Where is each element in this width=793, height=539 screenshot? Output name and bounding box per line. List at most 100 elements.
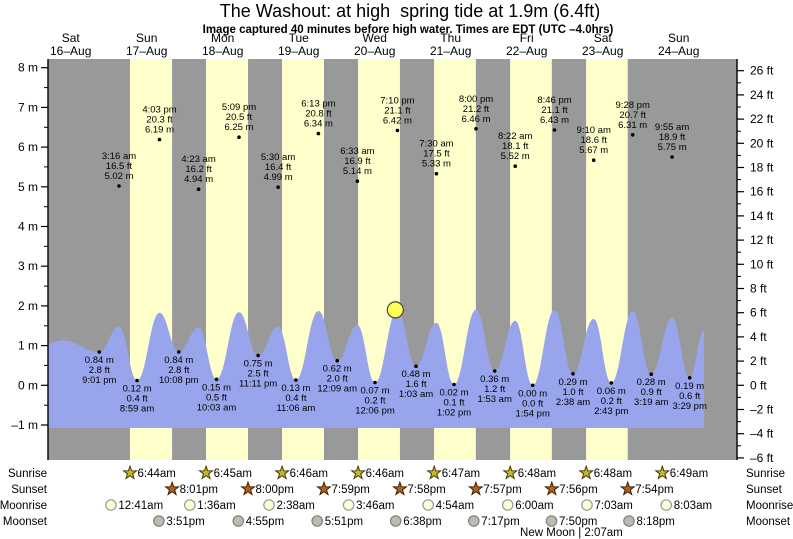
tide-curve (48, 309, 704, 428)
high-tide-label: 16.4 ft (265, 162, 292, 173)
left-axis-tick-label: 3 m (18, 259, 38, 273)
day-name-label: Sun (136, 31, 157, 45)
day-name-label: Sat (62, 31, 81, 45)
new-moon-label: New Moon | 2:07am (520, 527, 623, 539)
sunset-time: 7:58pm (407, 484, 445, 496)
high-tide-label: 5:30 am (261, 152, 295, 163)
low-tide-label: 0.84 m (164, 355, 193, 366)
low-tide-label: 8:59 am (120, 404, 154, 415)
high-tide-label: 20.7 ft (619, 110, 646, 121)
high-tide-label: 9:28 pm (616, 100, 650, 111)
low-tide-label: 0.9 ft (641, 387, 662, 398)
high-tide-label: 5.33 m (422, 159, 451, 170)
tide-extreme-dot (373, 380, 377, 385)
low-tide-label: 1.2 ft (484, 384, 505, 395)
high-tide-label: 21.1 ft (384, 105, 411, 116)
day-date-label: 16–Aug (50, 44, 91, 58)
high-tide-label: 6:33 am (340, 146, 374, 157)
high-tide-label: 6.31 m (618, 120, 647, 131)
sunset-time: 7:56pm (559, 484, 597, 496)
right-axis-tick-label: 6 ft (750, 306, 767, 320)
high-tide-label: 5.02 m (104, 171, 133, 182)
low-tide-label: 0.75 m (244, 359, 273, 370)
moonrise-icon (263, 499, 275, 511)
sunset-time: 8:01pm (180, 484, 218, 496)
high-tide-label: 8:00 pm (459, 94, 493, 105)
right-axis-tick-label: 20 ft (750, 136, 774, 150)
moonrise-icon (581, 499, 593, 511)
high-tide-label: 7:30 am (419, 139, 453, 150)
tide-extreme-dot (196, 187, 201, 191)
low-tide-label: 1:02 pm (437, 408, 471, 419)
left-axis-tick-label: 4 m (18, 220, 38, 234)
high-tide-label: 6.43 m (540, 115, 569, 126)
tide-extreme-dot (177, 350, 181, 354)
high-tide-label: 5.14 m (343, 166, 372, 177)
tide-extreme-dot (214, 377, 219, 382)
high-tide-label: 16.5 ft (106, 161, 133, 172)
day-labels: Sat16–AugSun17–AugMon18–AugTue19–AugWed2… (50, 31, 699, 58)
row-label-moonset-right: Moonset (746, 516, 791, 528)
tide-extreme-dot (452, 382, 456, 387)
day-name-label: Tue (289, 31, 310, 45)
axes: 8 m 7 m 6 m 5 m 4 m 3 m 2 m 1 m 0 m –1 m 26 ft 24 f… (11, 59, 774, 465)
high-tide-label: 5.67 m (579, 145, 608, 156)
moonset-time: 7:17pm (481, 516, 519, 528)
tide-extreme-dot (237, 135, 241, 139)
tide-extreme-dot (630, 133, 635, 137)
moonrise-time: 3:46am (356, 500, 394, 512)
low-tide-label: 0.6 ft (679, 391, 700, 402)
row-label-sunset-left: Sunset (11, 484, 48, 496)
tide-extreme-dot (355, 179, 360, 183)
tide-extreme-dot (256, 353, 260, 358)
high-tide-label: 16.9 ft (344, 156, 371, 167)
moonrise-time: 4:54am (436, 500, 474, 512)
moonset-icon (232, 515, 245, 527)
left-axis-tick-label: 5 m (18, 180, 38, 194)
sunset-icon (619, 480, 636, 496)
high-tide-label: 6.25 m (224, 122, 253, 133)
moonrise-time: 6:00am (515, 500, 553, 512)
high-tide-label: 4:23 am (181, 154, 215, 165)
sunset-time: 7:57pm (483, 484, 521, 496)
tide-extreme-dot (591, 158, 596, 162)
low-tide-label: 2:43 pm (594, 406, 628, 417)
sunrise-icon (426, 464, 443, 480)
low-tide-label: 0.29 m (558, 377, 587, 388)
left-axis-tick-label: 2 m (18, 299, 38, 313)
high-tide-label: 20.5 ft (226, 112, 253, 123)
sunrise-time: 6:49am (670, 468, 708, 480)
high-tide-label: 6.42 m (383, 115, 412, 126)
right-axis-tick-label: 24 ft (750, 88, 774, 102)
day-name-label: Fri (520, 31, 534, 45)
tide-extreme-dot (395, 128, 400, 133)
low-tide-label: 0.62 m (323, 364, 352, 375)
low-tide-label: 0.15 m (202, 382, 231, 393)
row-label-sunrise-right: Sunrise (746, 468, 785, 480)
moonset-icon (389, 515, 402, 527)
tide-extreme-dot (117, 184, 121, 188)
high-tide-label: 18.9 ft (659, 132, 686, 143)
moonrise-icon (501, 499, 514, 511)
tide-extreme-dot (414, 364, 418, 369)
tide-extreme-dot (97, 350, 102, 354)
high-tide-label: 18.6 ft (580, 135, 607, 146)
low-tide-label: 10:03 am (197, 402, 237, 413)
sunset-time: 8:00pm (256, 484, 294, 496)
right-axis-tick-label: 4 ft (750, 330, 767, 344)
tide-extreme-dot (530, 383, 535, 388)
sunrise-time: 6:45am (214, 468, 252, 480)
high-tide-label: 6:13 pm (301, 99, 335, 110)
right-axis-tick-label: 16 ft (750, 185, 774, 199)
tide-extreme-dot (335, 358, 340, 363)
moonset-icon (311, 515, 323, 527)
moonset-icon (467, 515, 480, 527)
moonset-time: 5:51pm (325, 516, 363, 528)
low-tide-label: 1:53 am (478, 394, 512, 405)
sunrise-icon (198, 464, 214, 480)
row-label-moonrise-left: Moonrise (0, 500, 47, 512)
sunrise-time: 6:48am (594, 468, 632, 480)
tide-extreme-dot (434, 171, 439, 176)
